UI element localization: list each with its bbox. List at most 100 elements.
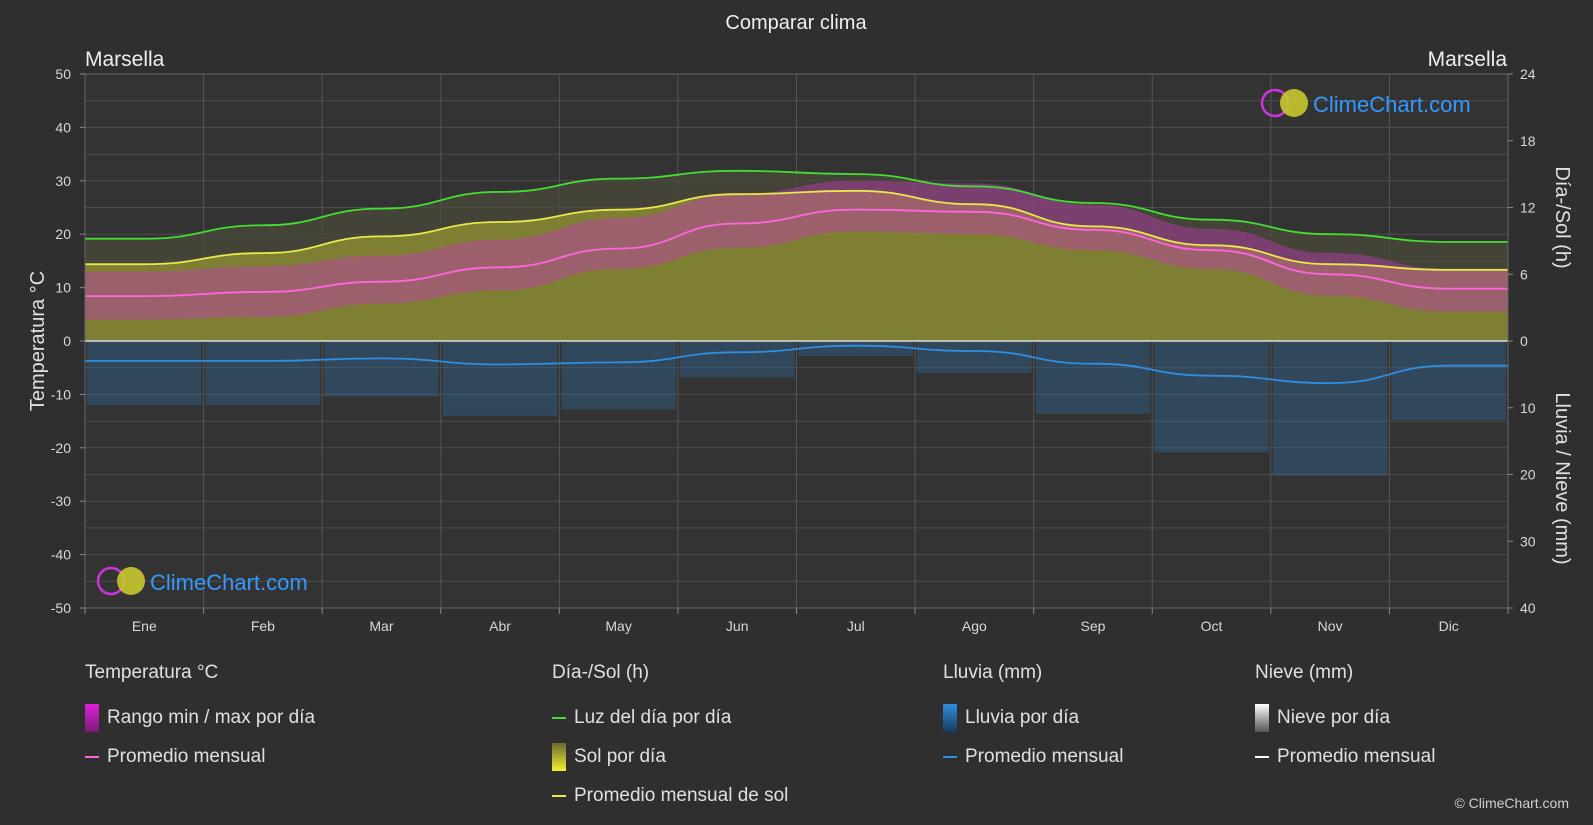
legend-title: Temperatura °C <box>85 662 219 683</box>
legend-item: Luz del día por día <box>552 698 788 737</box>
legend-item: Nieve por día <box>1255 698 1435 737</box>
swatch <box>1255 755 1269 758</box>
swatch <box>1255 703 1269 732</box>
y-left-tick-label: 40 <box>55 119 71 135</box>
y-left-tick-label: 50 <box>55 66 71 82</box>
y-right-sun-tick-label: 12 <box>1520 200 1536 216</box>
x-tick-label: Oct <box>1201 618 1223 634</box>
sunshine-avg-line <box>85 189 1508 271</box>
legend-label: Lluvia por día <box>965 706 1080 728</box>
legend-item: Promedio mensual de sol <box>552 776 788 815</box>
legend-item: Promedio mensual <box>1255 737 1435 776</box>
legend-temperature: Temperatura °C Rango min / max por día P… <box>85 662 315 776</box>
rain-bar <box>561 341 676 410</box>
y-left-tick-label: -50 <box>51 600 71 616</box>
location-left: Marsella <box>85 48 165 71</box>
x-tick-label: Ago <box>962 618 987 634</box>
swatch <box>85 755 99 758</box>
legend-label: Promedio mensual <box>965 745 1124 767</box>
y-right-top-axis-label: Día-/Sol (h) <box>1551 166 1573 268</box>
temperature-avg-line <box>84 208 1508 297</box>
swatch <box>943 755 957 758</box>
legend-item: Promedio mensual <box>85 737 315 776</box>
y-left-tick-label: 20 <box>55 226 71 242</box>
x-tick-label: Jun <box>726 618 749 634</box>
logo-sun-icon <box>1280 89 1308 117</box>
legend-label: Promedio mensual de sol <box>574 784 789 806</box>
temperature-range-band <box>85 180 1508 320</box>
legend-snow: Nieve (mm) Nieve por día Promedio mensua… <box>1255 662 1435 776</box>
rain-bar <box>324 341 439 397</box>
y-right-bottom-axis-label: Lluvia / Nieve (mm) <box>1551 392 1573 564</box>
rain-bar <box>205 341 321 406</box>
copyright: © ClimeChart.com <box>1454 795 1569 811</box>
legend-item: Promedio mensual <box>943 737 1123 776</box>
y-right-rain-tick-label: 20 <box>1520 467 1536 483</box>
sunshine-area <box>85 190 1508 341</box>
rain-bar <box>1272 341 1388 476</box>
rain-bar <box>87 341 202 406</box>
y-right-rain-tick-label: 40 <box>1520 600 1536 616</box>
logo-top: ClimeChart.com <box>1260 88 1471 118</box>
x-tick-label: Ene <box>132 618 157 634</box>
rain-bar <box>798 341 914 356</box>
legend-label: Promedio mensual <box>1277 745 1436 767</box>
legend-label: Sol por día <box>574 745 666 767</box>
legend-label: Promedio mensual <box>107 745 266 767</box>
x-tick-label: Nov <box>1318 618 1343 634</box>
legend-item: Sol por día <box>552 737 788 776</box>
climate-chart: Comparar clima Marsella Marsella 50 40 30 2… <box>27 12 1573 634</box>
legend-item: Lluvia por día <box>943 698 1123 737</box>
x-tick-label: May <box>605 618 631 634</box>
legend-title: Lluvia (mm) <box>943 662 1043 683</box>
y-left-tick-label: 10 <box>55 280 71 296</box>
swatch <box>552 716 566 719</box>
rain-avg-line <box>85 344 1508 385</box>
rain-bar <box>917 341 1032 374</box>
y-left-tick-label: -40 <box>51 547 71 563</box>
logo-bottom: ClimeChart.com <box>96 566 308 596</box>
logo-sun-icon <box>117 567 145 595</box>
rain-bar <box>1035 341 1151 414</box>
y-left-tick-label: 0 <box>63 333 71 349</box>
chart-title: Comparar clima <box>725 12 867 34</box>
rain-bar <box>1391 341 1506 421</box>
x-tick-label: Jul <box>847 618 865 634</box>
y-right-sun-tick-label: 0 <box>1520 333 1528 349</box>
rain-bar <box>1154 341 1269 453</box>
y-left-tick-label: 30 <box>55 173 71 189</box>
legend-sun: Día-/Sol (h) Luz del día por día Sol por… <box>552 662 788 815</box>
y-right-rain-tick-label: 30 <box>1520 533 1536 549</box>
x-tick-label: Abr <box>489 618 511 634</box>
x-tick-label: Dic <box>1439 618 1459 634</box>
y-right-sun-tick-label: 24 <box>1520 66 1536 82</box>
axes: 50 40 30 20 10 0 -10 -20 -30 -40 -50 24 18 12 6 0 10 20 30… <box>27 66 1573 634</box>
rain-bar <box>679 341 795 378</box>
swatch <box>85 703 99 732</box>
y-left-tick-label: -20 <box>51 440 71 456</box>
x-tick-label: Sep <box>1080 618 1105 634</box>
legend-item: Rango min / max por día <box>85 698 315 737</box>
rain-bars <box>87 341 1506 476</box>
legend-label: Nieve por día <box>1277 706 1391 728</box>
y-right-rain-tick-label: 10 <box>1520 400 1536 416</box>
legend-label: Luz del día por día <box>574 706 732 728</box>
y-right-sun-tick-label: 6 <box>1520 266 1528 282</box>
swatch <box>943 703 957 732</box>
legend-title: Día-/Sol (h) <box>552 662 650 683</box>
x-tick-label: Feb <box>251 618 275 634</box>
swatch <box>552 794 566 797</box>
y-left-axis-label: Temperatura °C <box>27 271 49 411</box>
x-tick-label: Mar <box>369 618 393 634</box>
y-right-sun-tick-label: 18 <box>1520 133 1536 149</box>
logo-text: ClimeChart.com <box>1313 92 1471 117</box>
y-left-tick-label: -10 <box>51 386 71 402</box>
swatch <box>552 742 566 771</box>
plot-area <box>84 73 1508 609</box>
legend-title: Nieve (mm) <box>1255 662 1354 683</box>
logo-text: ClimeChart.com <box>150 570 308 595</box>
legend-label: Rango min / max por día <box>107 706 316 728</box>
daylight-line <box>84 169 1508 243</box>
y-left-tick-label: -30 <box>51 493 71 509</box>
legend-rain: Lluvia (mm) Lluvia por día Promedio mens… <box>943 662 1123 776</box>
